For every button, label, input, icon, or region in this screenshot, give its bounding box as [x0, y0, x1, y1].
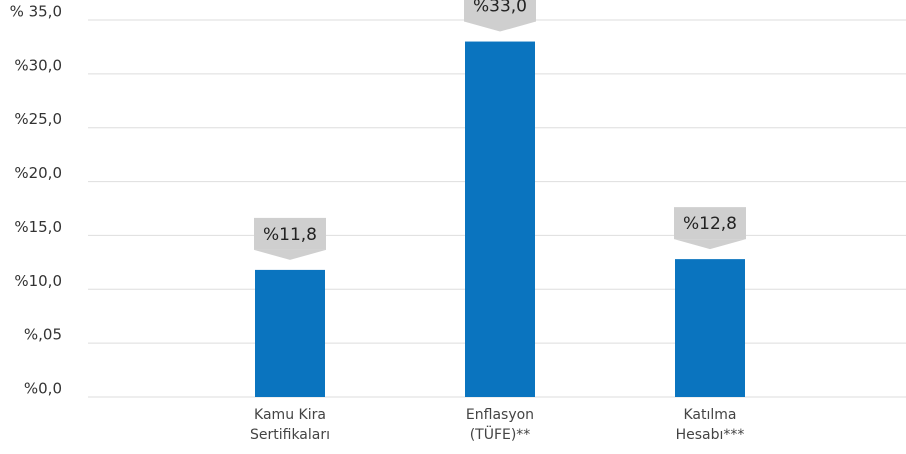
y-tick-label: %,05 — [24, 326, 62, 344]
bar — [255, 269, 325, 397]
x-tick-label: Enflasyon (TÜFE)** — [465, 407, 535, 443]
value-label-box — [674, 207, 746, 240]
bar — [675, 259, 745, 397]
y-tick-label: %30,0 — [14, 56, 62, 74]
value-label-arrow — [674, 239, 746, 250]
y-tick-label: %25,0 — [14, 110, 62, 128]
y-tick-label: %0,0 — [24, 380, 62, 398]
y-tick-label: % 35,0 — [10, 3, 62, 21]
value-label: %12,8 — [683, 214, 737, 234]
y-tick-label: %20,0 — [14, 164, 62, 182]
value-label: %11,8 — [263, 225, 317, 245]
y-tick-label: %10,0 — [14, 272, 62, 290]
value-label-box — [464, 0, 536, 22]
value-label-arrow — [254, 249, 326, 260]
bar — [465, 41, 535, 398]
value-label-box — [254, 217, 326, 250]
y-tick-label: %15,0 — [14, 218, 62, 236]
value-label-arrow — [464, 21, 536, 32]
x-tick-label: Kamu Kira Sertifikaları — [249, 407, 330, 443]
value-label: %33,0 — [473, 0, 527, 17]
x-tick-label: Katılma Hesabı*** — [675, 407, 745, 443]
